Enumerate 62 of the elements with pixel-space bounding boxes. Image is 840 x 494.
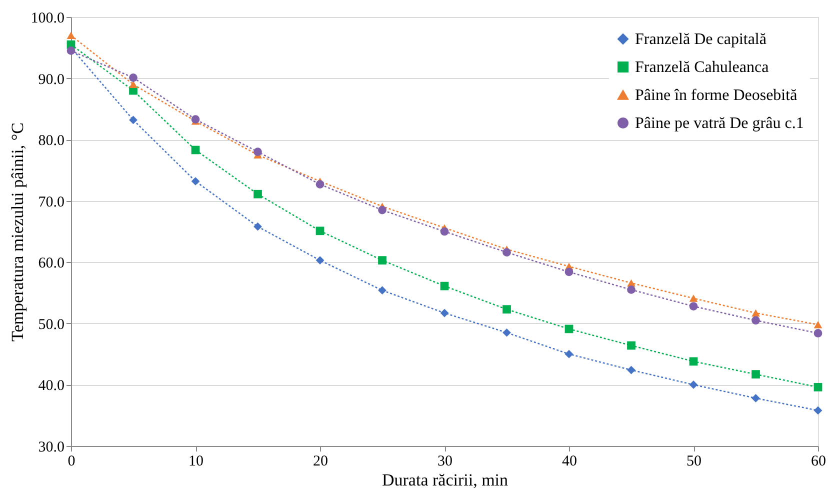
y-tick-label: 60.0 [38, 256, 64, 272]
point [689, 357, 698, 366]
point [129, 116, 138, 124]
point [502, 248, 511, 257]
point [752, 370, 760, 378]
y-tick-label: 50.0 [38, 316, 64, 333]
y-tick-label: 80.0 [38, 133, 64, 150]
point [440, 308, 449, 318]
point [254, 222, 262, 231]
point [814, 329, 822, 338]
point [440, 227, 449, 236]
legend-label: Franzelă De capitală [635, 31, 766, 48]
point [502, 305, 511, 314]
point [564, 350, 574, 358]
point [66, 32, 76, 40]
point [254, 148, 262, 156]
point [316, 180, 324, 188]
y-tick-label: 90.0 [38, 72, 64, 88]
point [316, 256, 324, 264]
point [627, 286, 636, 294]
point [689, 380, 698, 389]
point [627, 341, 636, 350]
legend-label: Pâine în forme Deosebită [635, 87, 798, 104]
point [191, 115, 200, 124]
x-axis-title: Durata răcirii, min [382, 470, 509, 490]
point [66, 46, 76, 55]
x-tick-label: 50 [686, 454, 702, 470]
point [191, 146, 200, 154]
x-tick-label: 10 [188, 454, 204, 470]
x-tick-label: 40 [562, 454, 577, 470]
legend-label: Pâine pe vatră De grâu c.1 [635, 115, 804, 132]
point [814, 321, 822, 328]
point [378, 256, 386, 264]
point [129, 80, 138, 88]
y-tick-label: 70.0 [38, 194, 64, 210]
point [627, 366, 636, 374]
y-tick-label: 30.0 [38, 440, 64, 456]
point [814, 406, 822, 415]
point [752, 316, 760, 325]
point [440, 282, 449, 290]
y-tick-label: 100.0 [30, 10, 64, 26]
x-tick-label: 30 [438, 454, 452, 470]
point [689, 302, 698, 310]
point [814, 382, 822, 392]
x-tick-label: 20 [313, 454, 328, 470]
point [254, 190, 262, 198]
point [689, 294, 698, 302]
y-tick-label: 40.0 [38, 378, 64, 394]
point [129, 74, 138, 82]
x-tick-label: 60 [811, 454, 826, 470]
legend-label: Franzelă Cahuleanca [635, 59, 769, 76]
y-axis-title: Temperatura miezului pâinii, °C [8, 122, 27, 342]
point [378, 206, 386, 214]
point [752, 394, 760, 402]
point [191, 177, 200, 186]
point [564, 324, 574, 334]
point [316, 226, 324, 236]
point [752, 309, 760, 317]
point [564, 268, 574, 276]
point [378, 286, 386, 295]
x-tick-label: 0 [68, 454, 76, 470]
point [502, 328, 511, 337]
